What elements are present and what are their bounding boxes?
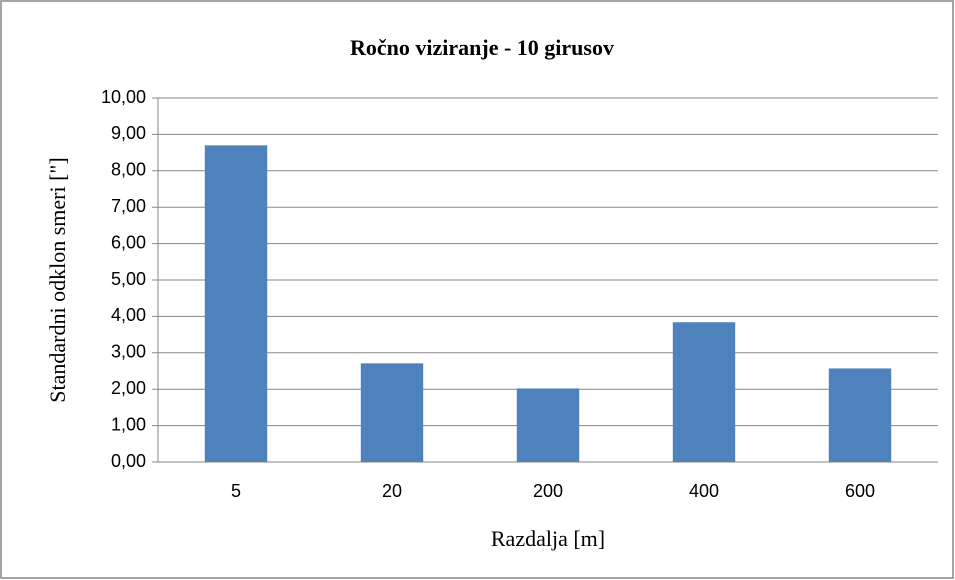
bar	[360, 363, 424, 462]
y-tick-label: 3,00	[111, 342, 146, 362]
x-tick-label: 20	[382, 481, 402, 501]
y-tick-label: 6,00	[111, 232, 146, 252]
bar	[516, 388, 580, 462]
x-tick-label: 5	[231, 481, 241, 501]
y-axis-label: Standardni odklon smeri ["]	[45, 157, 70, 402]
y-tick-label: 8,00	[111, 160, 146, 180]
chart-title: Ročno viziranje - 10 girusov	[350, 35, 614, 60]
y-tick-label: 4,00	[111, 305, 146, 325]
y-tick-label: 1,00	[111, 414, 146, 434]
x-tick-label: 400	[689, 481, 719, 501]
y-tick-label: 2,00	[111, 378, 146, 398]
bar	[828, 368, 892, 462]
bar	[672, 322, 736, 462]
y-tick-label: 9,00	[111, 123, 146, 143]
y-tick-label: 10,00	[101, 87, 146, 107]
y-tick-label: 5,00	[111, 269, 146, 289]
x-tick-label: 600	[845, 481, 875, 501]
bar	[204, 145, 268, 462]
y-tick-label: 7,00	[111, 196, 146, 216]
x-axis-label: Razdalja [m]	[491, 526, 605, 551]
y-tick-label: 0,00	[111, 451, 146, 471]
x-tick-label: 200	[533, 481, 563, 501]
